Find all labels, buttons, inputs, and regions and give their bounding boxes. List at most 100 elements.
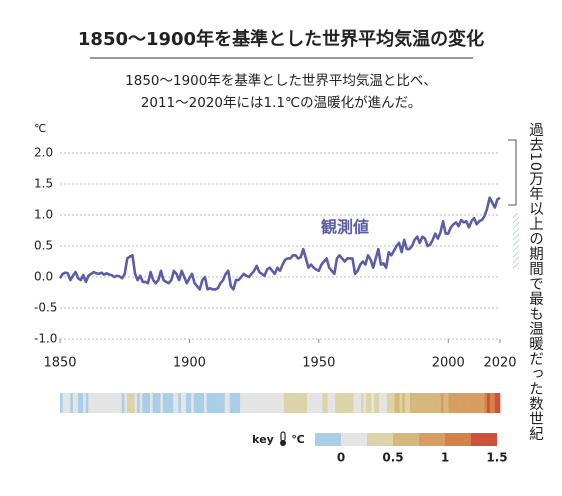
stripe — [481, 393, 485, 413]
stripe — [260, 393, 264, 413]
data-line — [58, 196, 501, 291]
stripe — [445, 393, 449, 413]
stripe — [281, 393, 285, 413]
stripe — [492, 393, 496, 413]
stripe — [101, 393, 105, 413]
stripe — [152, 393, 156, 413]
stripe — [258, 393, 262, 413]
stripe — [78, 393, 81, 413]
stripe — [155, 393, 159, 413]
stripe — [175, 393, 179, 413]
stripe — [361, 393, 364, 413]
stripe — [386, 393, 390, 413]
stripe — [461, 393, 465, 413]
stripe — [222, 393, 225, 413]
stripe — [368, 393, 372, 413]
stripe — [150, 393, 153, 413]
stripe — [114, 393, 117, 413]
stripe — [90, 393, 94, 413]
key-swatch — [367, 433, 393, 446]
x-tick-label: 2000 — [432, 356, 465, 371]
hatch — [513, 213, 519, 269]
stripe — [296, 393, 300, 413]
stripe — [85, 393, 89, 413]
stripe — [307, 393, 310, 413]
stripe — [363, 393, 367, 413]
stripe — [451, 393, 454, 413]
stripe — [162, 393, 166, 413]
stripe — [376, 393, 380, 413]
stripe — [196, 393, 200, 413]
y-tick-label: -0.5 — [34, 301, 57, 315]
stripe — [422, 393, 426, 413]
stripe — [157, 393, 161, 413]
stripe — [312, 393, 316, 413]
key-tick-label: 1.5 — [486, 451, 507, 465]
stripe — [144, 393, 148, 413]
stripe — [232, 393, 236, 413]
key-tick-label: 0.5 — [382, 451, 403, 465]
key-swatch — [471, 433, 497, 446]
stripe — [404, 393, 408, 413]
stripe — [106, 393, 110, 413]
stripe — [453, 393, 457, 413]
stripe — [358, 393, 362, 413]
stripe — [283, 393, 287, 413]
stripe — [402, 393, 406, 413]
stripe — [348, 393, 352, 413]
stripe — [193, 393, 197, 413]
stripe — [430, 393, 434, 413]
stripe — [186, 393, 189, 413]
stripe — [134, 393, 138, 413]
annotation: 観測値 — [321, 218, 369, 237]
stripe — [72, 393, 76, 413]
thermometer — [280, 431, 286, 446]
y-tick-label: 0.0 — [34, 270, 53, 284]
stripe — [399, 393, 403, 413]
stripe — [62, 393, 66, 413]
stripe — [458, 393, 462, 413]
stripe — [332, 393, 336, 413]
stripe — [343, 393, 346, 413]
stripe — [237, 393, 241, 413]
stripe — [83, 393, 87, 413]
stripe — [319, 393, 323, 413]
stripe — [124, 393, 128, 413]
stripe — [417, 393, 421, 413]
stripe — [147, 393, 151, 413]
stripe — [314, 393, 318, 413]
stripe — [301, 393, 305, 413]
stripe — [206, 393, 210, 413]
stripe — [216, 393, 220, 413]
stripe — [391, 393, 395, 413]
key-swatch — [445, 433, 471, 446]
y-unit: ℃ — [34, 122, 46, 135]
stripe — [139, 393, 143, 413]
stripe — [353, 393, 357, 413]
stripe — [214, 393, 218, 413]
stripe — [180, 393, 184, 413]
stripe — [178, 393, 182, 413]
stripe — [440, 393, 444, 413]
stripe — [335, 393, 339, 413]
key-swatch — [419, 433, 445, 446]
stripe — [438, 393, 442, 413]
stripe — [70, 393, 74, 413]
stripe — [407, 393, 411, 413]
key-unit: ℃ — [291, 433, 304, 446]
stripe — [160, 393, 164, 413]
stripe — [299, 393, 303, 413]
stripe — [494, 393, 498, 413]
stripe — [350, 393, 354, 413]
y-tick-label: 1.5 — [34, 177, 53, 191]
stripe — [330, 393, 334, 413]
stripe — [466, 393, 470, 413]
key-label: key — [252, 433, 274, 446]
y-tick-label: -1.0 — [34, 332, 57, 346]
stripe — [415, 393, 418, 413]
x-tick-label: 2020 — [483, 356, 516, 371]
stripe — [433, 393, 436, 413]
stripe — [60, 393, 63, 413]
